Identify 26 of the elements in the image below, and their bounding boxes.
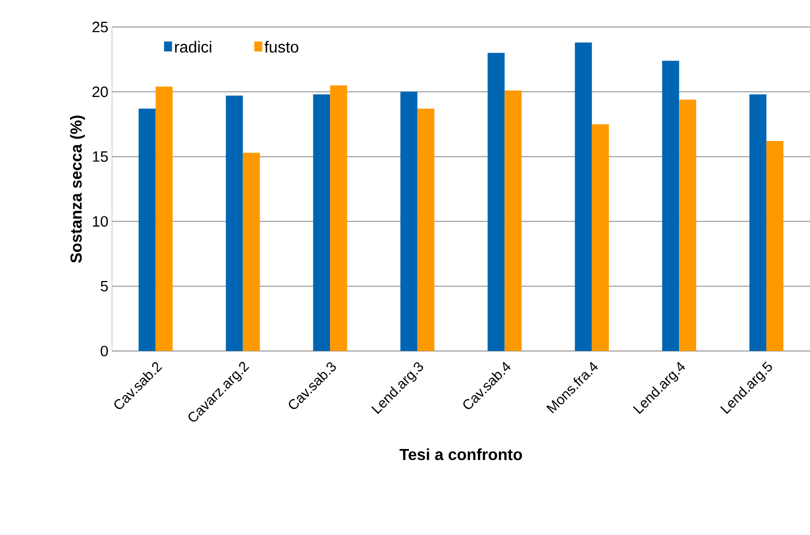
legend-label: fusto [264,40,298,53]
bar [138,108,156,351]
bar [592,124,609,351]
bar [749,94,766,351]
legend-label: radici [175,40,212,53]
y-tick-label: 20 [92,86,108,98]
y-tick-label: 5 [100,280,108,292]
y-axis-title: Sostanza secca (%) [70,116,85,263]
bar [156,86,173,351]
bar [226,96,243,351]
bar [574,42,592,351]
y-tick-label: 10 [92,216,108,227]
bar [330,85,348,351]
bar [417,108,434,351]
x-axis-title: Tesi a confronto [400,448,522,460]
bar [662,60,680,351]
y-tick-label: 0 [100,346,108,356]
bar [313,94,330,351]
bar [504,90,522,351]
bar [400,92,418,351]
y-tick-label: 15 [92,151,108,162]
y-tick-label: 25 [92,22,108,32]
bar [766,141,784,351]
bar [488,52,505,351]
bar [679,100,696,351]
bar [242,152,260,351]
